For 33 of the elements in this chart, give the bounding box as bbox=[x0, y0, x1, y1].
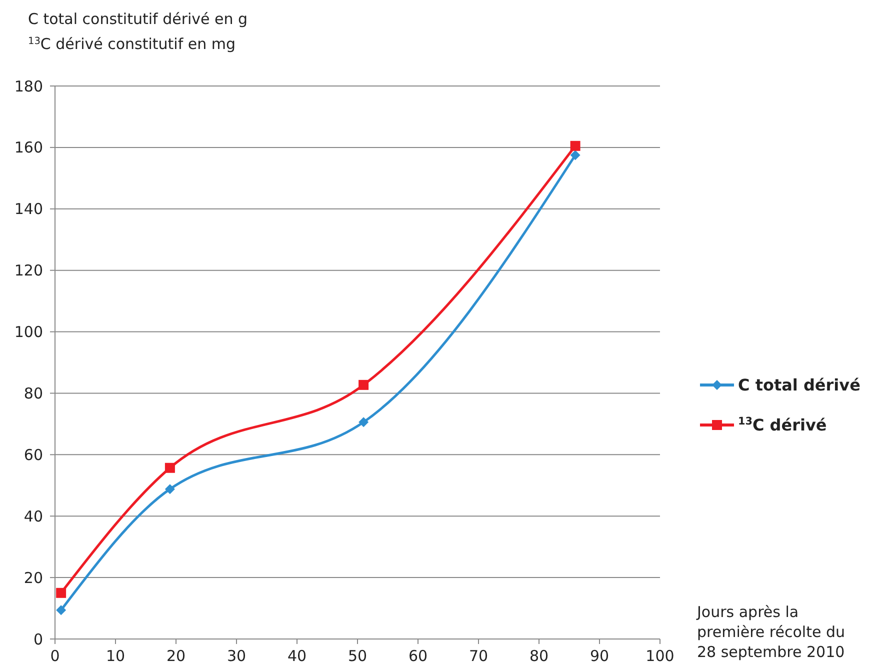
x-tick-label: 100 bbox=[646, 647, 674, 665]
point bbox=[56, 588, 66, 598]
x-tick-label: 40 bbox=[287, 647, 307, 665]
x-tick-label: 80 bbox=[529, 647, 549, 665]
y-tick-label: 60 bbox=[24, 446, 43, 464]
x-tick-label: 70 bbox=[468, 647, 488, 665]
x-tick-label: 50 bbox=[348, 647, 368, 665]
x-tick-label: 60 bbox=[408, 647, 428, 665]
point bbox=[570, 140, 580, 151]
point bbox=[358, 380, 369, 390]
y-tick-label: 140 bbox=[14, 200, 43, 218]
point bbox=[358, 417, 369, 428]
y-tick-label: 20 bbox=[24, 568, 43, 587]
y-tick-label: 80 bbox=[24, 384, 43, 402]
x-axis-title: Jours après la première récolte du 28 septembre 2010 bbox=[696, 603, 845, 661]
x-tick-label: 10 bbox=[106, 647, 126, 665]
y-tick-label: 100 bbox=[14, 323, 43, 342]
legend-label: $^{13}$C dérivé bbox=[738, 416, 827, 435]
y-tick-label: 160 bbox=[14, 138, 43, 157]
x-tick-label: 30 bbox=[226, 647, 246, 665]
y-tick-label: 120 bbox=[14, 262, 43, 280]
point bbox=[164, 462, 175, 473]
y-axis-title: C total constitutif dérivé en g $^{13}$C dérivé constitutif en mg bbox=[28, 10, 248, 53]
x-tick-label: 20 bbox=[166, 647, 186, 665]
y-tick-label: 180 bbox=[14, 77, 43, 96]
point bbox=[164, 484, 175, 494]
y-tick-label: 0 bbox=[33, 630, 43, 648]
y-tick-label: 40 bbox=[24, 507, 43, 526]
x-tick-label: 90 bbox=[590, 647, 610, 665]
legend-label: C total dérivé bbox=[738, 376, 861, 395]
point bbox=[570, 150, 580, 160]
x-tick-label: 0 bbox=[50, 647, 60, 665]
point bbox=[56, 605, 66, 616]
